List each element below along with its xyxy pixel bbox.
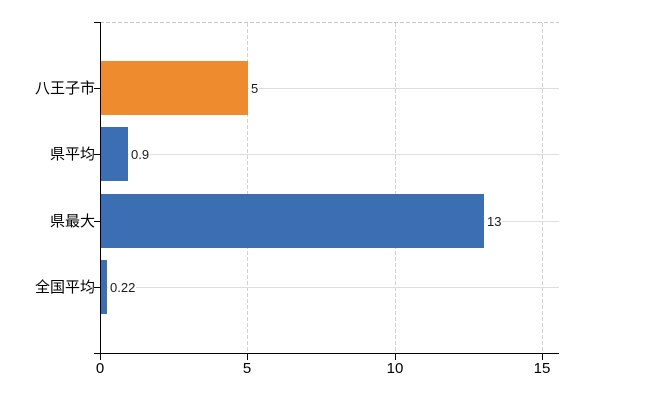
y-axis-tick <box>94 154 100 155</box>
x-axis-tick <box>100 354 101 360</box>
gridline-horizontal <box>101 154 559 155</box>
chart-bar <box>101 61 248 115</box>
gridline-vertical <box>542 23 543 352</box>
x-axis-tick-label: 15 <box>533 360 551 377</box>
gridline-vertical <box>247 23 249 352</box>
y-axis-line <box>100 22 101 354</box>
chart-bar <box>101 127 128 181</box>
y-axis-category-label: 八王子市 <box>34 80 95 97</box>
gridline-horizontal <box>101 287 559 288</box>
gridline-vertical <box>394 23 396 352</box>
plot-top-border <box>100 22 559 23</box>
x-axis-tick-label: 0 <box>95 360 105 377</box>
y-axis-category-label: 県平均 <box>49 146 95 163</box>
y-axis-top-tick <box>94 22 100 23</box>
x-axis-tick <box>395 354 396 360</box>
bar-value-label: 0.9 <box>129 147 151 162</box>
y-axis-category-label: 県最大 <box>49 213 95 230</box>
bar-value-label: 0.22 <box>108 280 137 295</box>
y-axis-category-label: 全国平均 <box>34 279 95 296</box>
x-axis-tick <box>247 354 248 360</box>
x-axis-tick-label: 10 <box>386 360 404 377</box>
y-axis-tick <box>94 287 100 288</box>
bar-value-label: 5 <box>249 81 260 96</box>
x-axis-tick <box>542 354 543 360</box>
bar-value-label: 13 <box>485 214 503 229</box>
gridline-horizontal <box>101 88 559 89</box>
chart-bar <box>101 194 484 248</box>
x-axis-tick-label: 5 <box>242 360 252 377</box>
y-axis-tick <box>94 221 100 222</box>
chart-bar <box>101 260 107 314</box>
x-axis-line <box>94 353 559 354</box>
y-axis-tick <box>94 88 100 89</box>
